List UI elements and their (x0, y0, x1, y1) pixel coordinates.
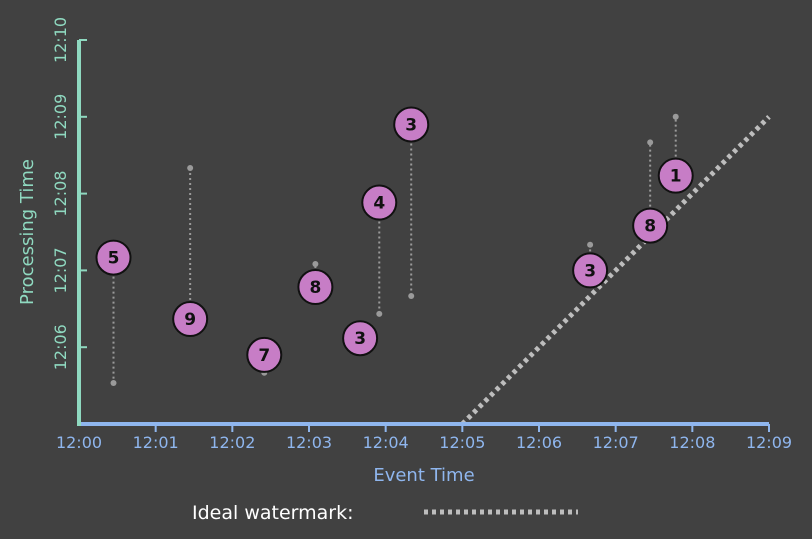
y-tick-label: 12:07 (51, 247, 70, 293)
x-tick-label: 12:08 (669, 433, 715, 452)
y-tick-label: 12:10 (51, 17, 70, 63)
y-tick-label: 12:08 (51, 171, 70, 217)
data-point-label: 4 (373, 194, 385, 214)
y-axis-title: Processing Time (17, 159, 38, 305)
point-origin-dot (312, 261, 319, 267)
points-layer: 5 9 7 8 3 4 3 3 8 1 (95, 106, 694, 373)
data-point (361, 184, 398, 221)
data-point (632, 207, 669, 244)
data-point (572, 252, 609, 289)
data-point-label: 3 (405, 115, 417, 135)
data-point-label: 3 (354, 329, 366, 349)
data-point (95, 239, 132, 276)
point-origin-dot (647, 139, 654, 146)
point-origin-dot (187, 165, 194, 171)
data-point-label: 5 (108, 249, 120, 269)
x-tick-label: 12:00 (56, 433, 102, 452)
x-tick-label: 12:04 (363, 433, 409, 452)
x-tick-label: 12:07 (593, 433, 639, 452)
ticks-layer: 12:00 12:01 12:02 12:03 12:04 12:05 12:06 12:07… (51, 17, 792, 452)
watermark-layer (460, 115, 771, 426)
data-point-label: 8 (309, 278, 321, 298)
point-origin-dot (408, 293, 415, 299)
point-origin-dot (110, 380, 117, 387)
data-point (297, 269, 334, 306)
data-point-label: 8 (644, 217, 656, 237)
data-point (246, 336, 283, 373)
data-point (172, 301, 209, 338)
data-point-label: 9 (184, 310, 196, 330)
point-origin-dot (376, 310, 383, 317)
point-origin-dot (672, 113, 679, 120)
data-point (393, 106, 430, 143)
x-tick-label: 12:01 (133, 433, 179, 452)
y-tick-label: 12:09 (51, 94, 70, 140)
x-tick-label: 12:02 (209, 433, 255, 452)
x-axis-title: Event Time (373, 465, 474, 486)
legend-label-watermark: Ideal watermark: (192, 502, 353, 524)
data-point-label: 3 (584, 261, 596, 281)
data-point-label: 1 (670, 167, 682, 187)
x-tick-label: 12:09 (746, 433, 792, 452)
data-point (657, 157, 694, 194)
data-point (342, 320, 379, 357)
stems-layer (110, 113, 679, 387)
data-point-label: 7 (258, 346, 270, 366)
point-origin-dot (587, 241, 594, 248)
x-tick-label: 12:06 (516, 433, 562, 452)
y-tick-label: 12:06 (51, 324, 70, 370)
x-tick-label: 12:05 (439, 433, 485, 452)
x-tick-label: 12:03 (286, 433, 332, 452)
legend: Ideal watermark: (192, 502, 578, 524)
axes-layer (77, 40, 769, 426)
ideal-watermark-line (460, 115, 771, 426)
